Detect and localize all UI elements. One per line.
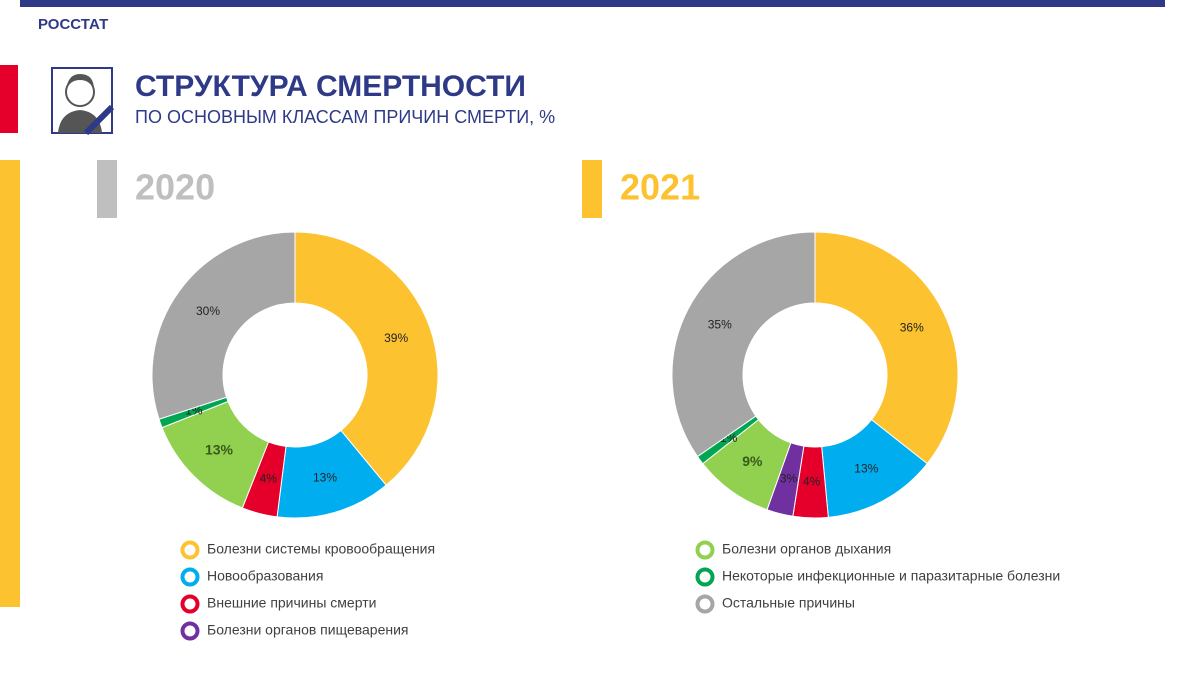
value-label: 36% [900, 320, 924, 334]
value-label: 9% [742, 453, 763, 469]
value-label: 13% [313, 470, 337, 484]
icon [51, 67, 115, 136]
value-label: 13% [854, 462, 878, 476]
legend-label: Болезни органов пищеварения [207, 622, 409, 638]
year-label: 2020 [135, 167, 215, 208]
donut-segment [151, 231, 296, 420]
legend-marker [180, 540, 200, 560]
year-bar [582, 160, 602, 218]
value-label: 39% [384, 331, 408, 345]
legend-marker [695, 567, 715, 587]
brand: РОССТАТ [38, 16, 108, 33]
legend-marker [180, 594, 200, 614]
legend-label: Новообразования [207, 568, 323, 584]
donut-segment [814, 231, 959, 465]
year-label: 2021 [620, 167, 700, 208]
accent-red [0, 65, 18, 133]
value-label: 30% [196, 304, 220, 318]
value-label: 4% [260, 471, 278, 485]
legend-label: Болезни органов дыхания [722, 541, 891, 557]
legend-label: Болезни системы кровообращения [207, 541, 435, 557]
value-label: 3% [780, 471, 798, 485]
legend-marker [180, 567, 200, 587]
legend-marker [695, 594, 715, 614]
legend-label: Остальные причины [722, 595, 855, 611]
donut-segment [671, 231, 816, 458]
donut-segment [294, 231, 439, 486]
value-label: 4% [803, 475, 821, 489]
legend-label: Внешние причины смерти [207, 595, 376, 611]
value-label: 13% [205, 442, 234, 458]
top-bar [20, 0, 1165, 7]
year-bar [97, 160, 117, 218]
legend-marker [180, 621, 200, 641]
value-label: 35% [708, 317, 732, 331]
legend-label: Некоторые инфекционные и паразитарные бо… [722, 568, 1060, 584]
title: СТРУКТУРА СМЕРТНОСТИ [135, 70, 526, 103]
subtitle: ПО ОСНОВНЫМ КЛАССАМ ПРИЧИН СМЕРТИ, % [135, 107, 555, 127]
accent-yellow [0, 160, 20, 607]
legend-marker [695, 540, 715, 560]
